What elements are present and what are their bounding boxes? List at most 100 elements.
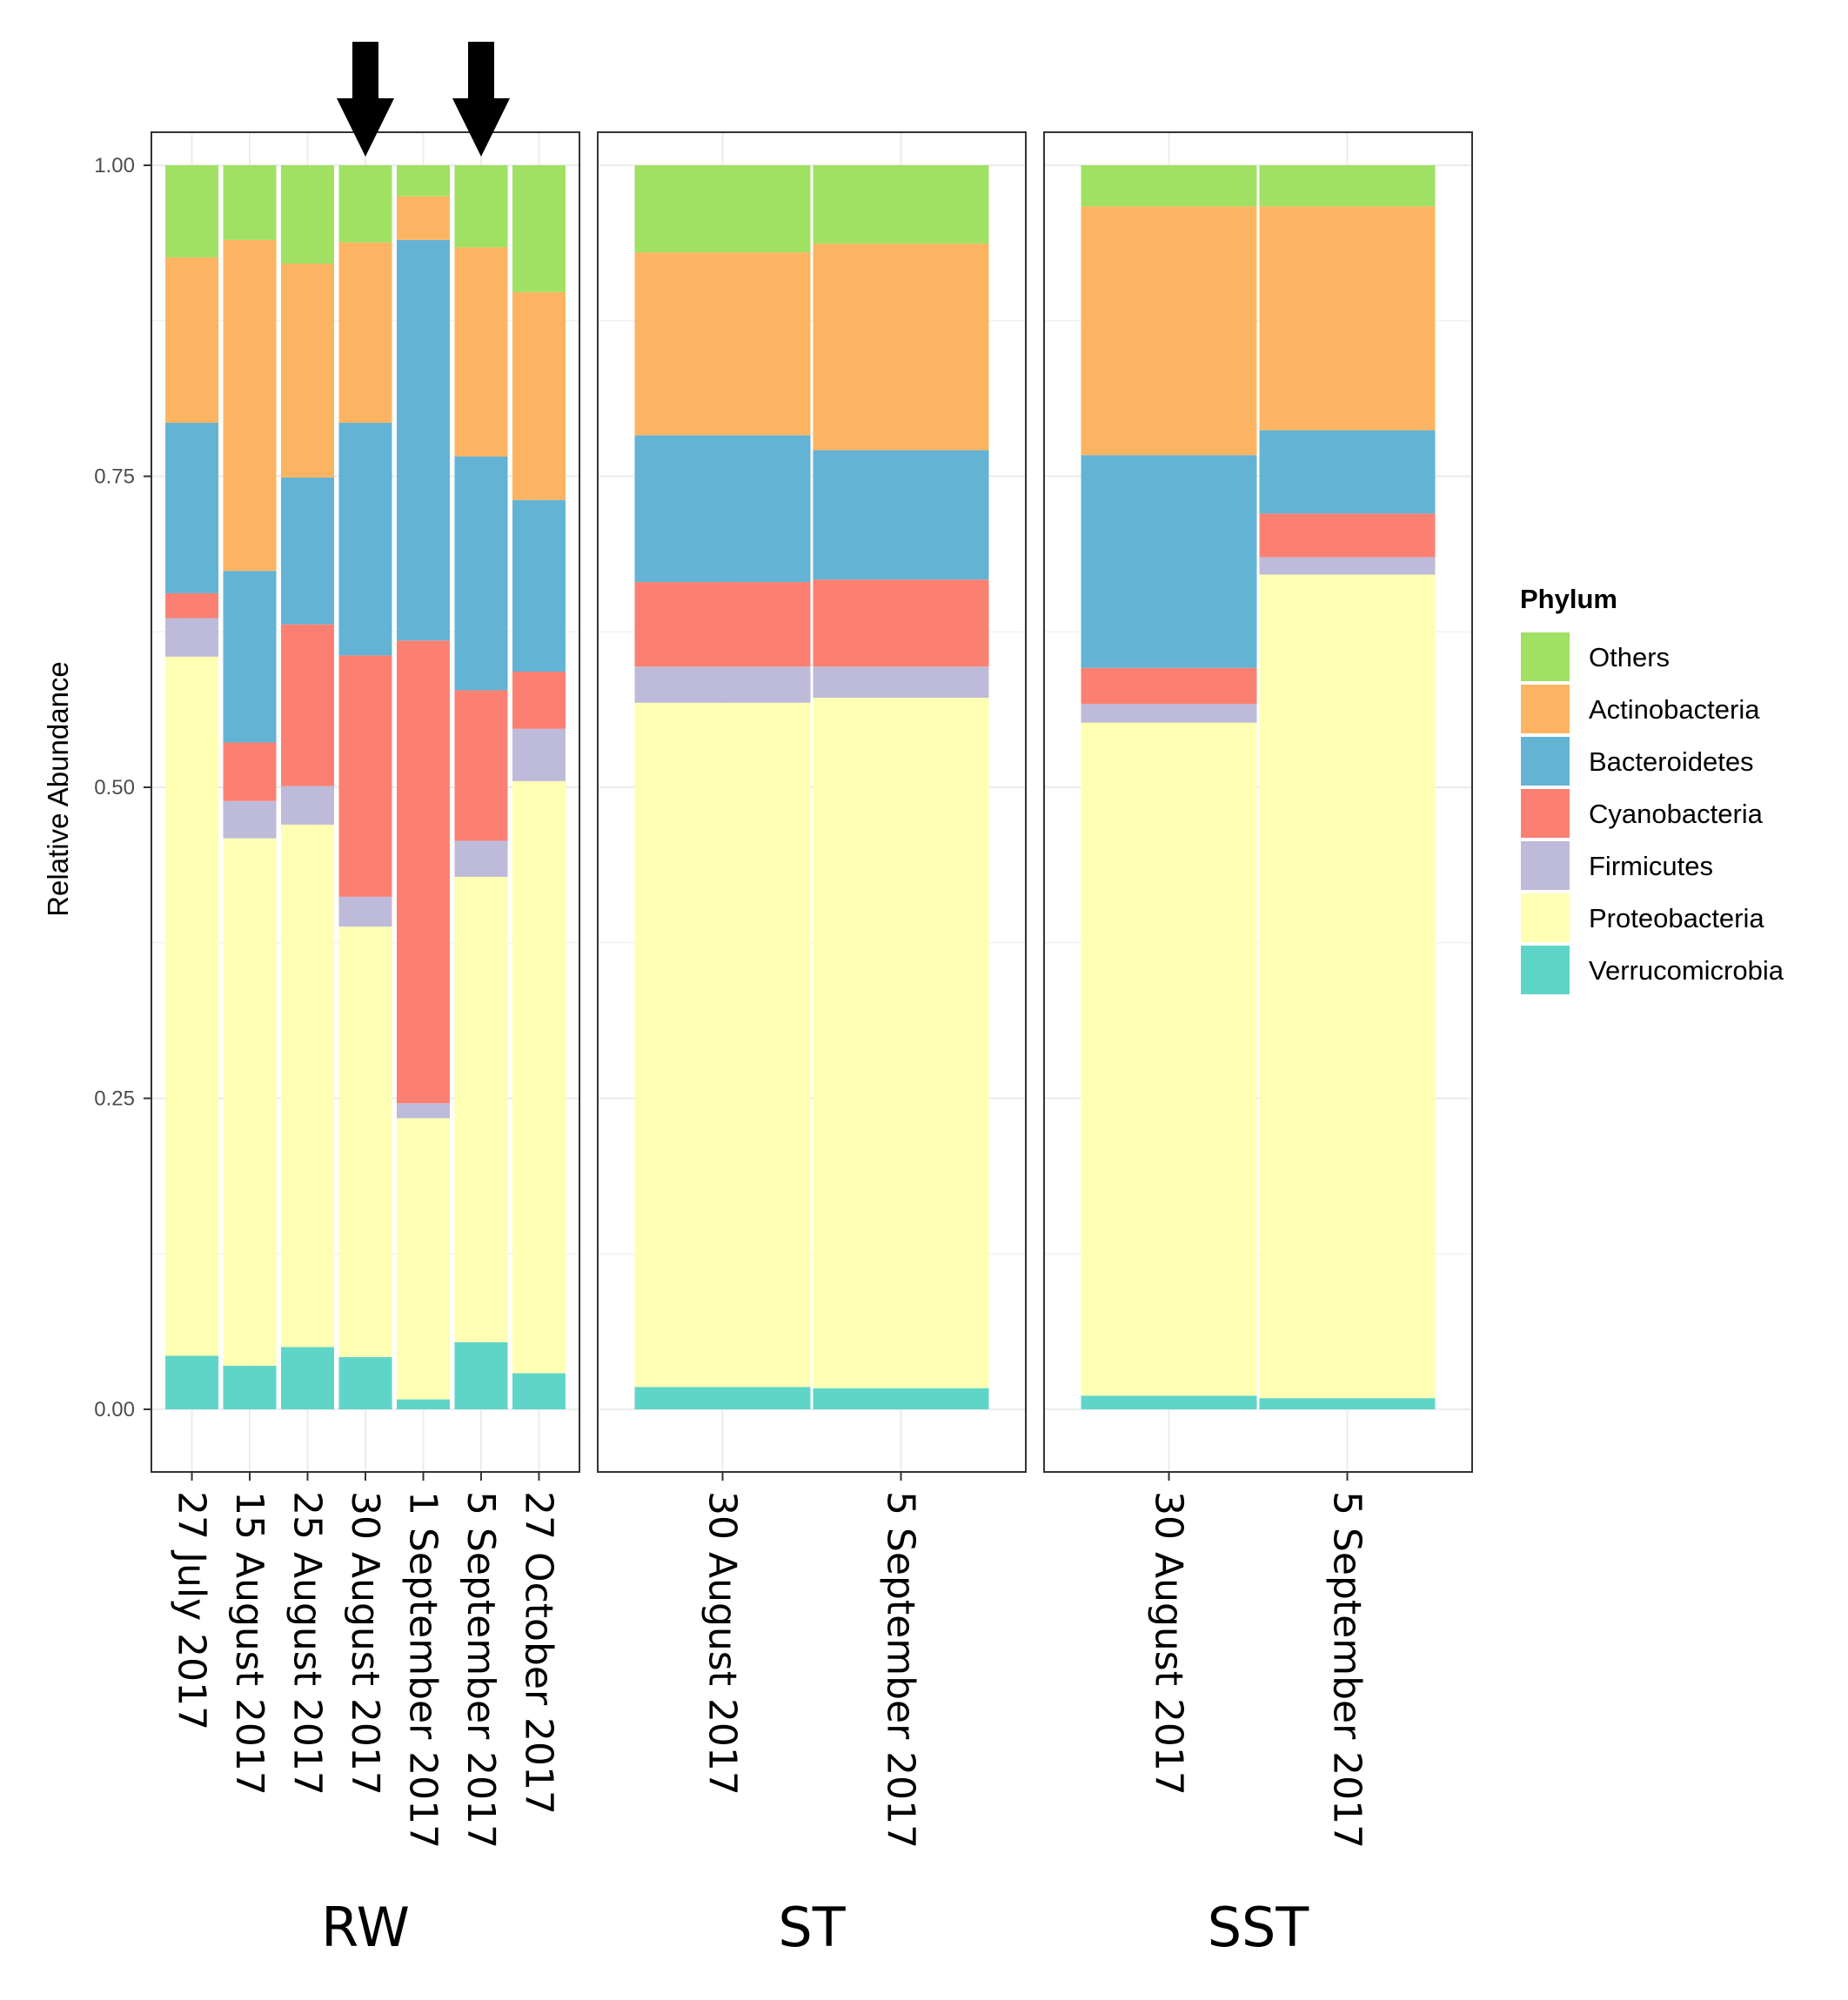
- bar-segment-actinobacteria: [512, 291, 566, 500]
- bar-segment-verrucomicrobia: [813, 1388, 989, 1409]
- y-tick-label: 0.00: [94, 1398, 135, 1421]
- legend-label: Actinobacteria: [1589, 694, 1760, 725]
- bar-stack: [1081, 165, 1257, 1409]
- bar-segment-verrucomicrobia: [396, 1399, 450, 1409]
- x-tick-label: 30 August 2017: [700, 1491, 745, 1796]
- legend-swatch: [1521, 946, 1570, 994]
- legend-label: Others: [1589, 642, 1670, 672]
- bar-segment-verrucomicrobia: [281, 1347, 335, 1409]
- bar-segment-others: [396, 165, 450, 197]
- bar-stack: [813, 165, 989, 1409]
- bar-segment-others: [165, 165, 219, 258]
- bar-segment-cyanobacteria: [512, 672, 566, 729]
- bar-segment-cyanobacteria: [165, 592, 219, 619]
- x-tick-label: 27 July 2017: [170, 1491, 214, 1730]
- y-tick-label: 0.25: [94, 1087, 135, 1111]
- bar-segment-verrucomicrobia: [223, 1365, 277, 1409]
- bar-segment-verrucomicrobia: [634, 1387, 811, 1409]
- bar-segment-proteobacteria: [281, 824, 335, 1348]
- legend-item: Verrucomicrobia: [1521, 946, 1784, 994]
- bar-segment-actinobacteria: [1259, 206, 1436, 431]
- bar-segment-proteobacteria: [813, 698, 989, 1388]
- bar-segment-verrucomicrobia: [512, 1373, 566, 1409]
- x-tick-label: 15 August 2017: [227, 1491, 271, 1796]
- bar-segment-others: [223, 165, 277, 240]
- bar-segment-firmicutes: [634, 666, 811, 703]
- legend-swatch: [1521, 737, 1570, 786]
- bar-segment-actinobacteria: [813, 244, 989, 451]
- legend-label: Firmicutes: [1589, 851, 1713, 881]
- bar-segment-verrucomicrobia: [338, 1356, 392, 1409]
- bar-segment-bacteroidetes: [165, 423, 219, 593]
- bar-segment-others: [281, 165, 335, 264]
- bar-stack: [165, 165, 219, 1409]
- bar-segment-firmicutes: [338, 896, 392, 927]
- x-tick-label: 30 August 2017: [343, 1491, 387, 1796]
- panel-st: 30 August 2017 5 September 2017 ST: [597, 131, 1027, 1959]
- bar-segment-bacteroidetes: [634, 435, 811, 583]
- bar-segment-bacteroidetes: [1259, 430, 1436, 514]
- bar-segment-cyanobacteria: [454, 690, 508, 841]
- legend-label: Verrucomicrobia: [1589, 955, 1784, 986]
- bar-segment-firmicutes: [396, 1103, 450, 1119]
- bar-segment-verrucomicrobia: [165, 1355, 219, 1409]
- bar-segment-actinobacteria: [1081, 206, 1257, 456]
- bar-segment-proteobacteria: [338, 926, 392, 1357]
- bar-segment-firmicutes: [165, 618, 219, 657]
- arrow-down-icon: [337, 42, 394, 157]
- bar-segment-others: [338, 165, 392, 243]
- bar-segment-firmicutes: [512, 728, 566, 781]
- panel-label: ST: [778, 1896, 846, 1959]
- legend-label: Proteobacteria: [1589, 903, 1764, 933]
- bar-segment-proteobacteria: [396, 1118, 450, 1400]
- bar-stack: [338, 165, 392, 1409]
- legend-swatch: [1521, 789, 1570, 838]
- bar-segment-bacteroidetes: [223, 571, 277, 743]
- bar-segment-bacteroidetes: [281, 477, 335, 625]
- bar-segment-proteobacteria: [512, 780, 566, 1374]
- bar-segment-actinobacteria: [634, 252, 811, 436]
- bar-segment-others: [512, 165, 566, 292]
- bar-segment-cyanobacteria: [1081, 667, 1257, 705]
- legend-swatch: [1521, 632, 1570, 681]
- chart-panels: 27 July 2017 15 August 2017 25 August 2017…: [151, 42, 1473, 1959]
- x-tick-label: 5 September 2017: [459, 1491, 503, 1849]
- legend-item: Bacteroidetes: [1521, 737, 1754, 786]
- bar-segment-others: [1259, 165, 1436, 207]
- bar-segment-verrucomicrobia: [1259, 1398, 1436, 1409]
- legend-item: Firmicutes: [1521, 841, 1713, 890]
- panel-sst: 30 August 2017 5 September 2017 SST: [1043, 131, 1473, 1959]
- bar-segment-cyanobacteria: [223, 742, 277, 801]
- panel-border: [1043, 131, 1473, 1473]
- bar-segment-proteobacteria: [1081, 722, 1257, 1396]
- bar-segment-bacteroidetes: [813, 450, 989, 580]
- legend-label: Bacteroidetes: [1589, 746, 1754, 777]
- x-tick-label: 27 October 2017: [516, 1491, 560, 1815]
- legend: Phylum Others Actinobacteria Bacteroidetes…: [1520, 584, 1784, 994]
- bar-segment-verrucomicrobia: [1081, 1395, 1257, 1409]
- bar-segment-bacteroidetes: [454, 456, 508, 691]
- bar-stack: [454, 165, 508, 1409]
- bar-segment-others: [1081, 165, 1257, 207]
- bar-segment-actinobacteria: [338, 242, 392, 424]
- bar-segment-bacteroidetes: [1081, 455, 1257, 668]
- y-tick-label: 0.75: [94, 465, 135, 489]
- bar-stack: [281, 165, 335, 1409]
- bar-segment-cyanobacteria: [1259, 513, 1436, 558]
- bar-stack: [1259, 165, 1436, 1409]
- bar-segment-firmicutes: [1259, 557, 1436, 575]
- panel-border: [597, 131, 1027, 1473]
- bar-segment-bacteroidetes: [396, 239, 450, 641]
- panel-rw: 27 July 2017 15 August 2017 25 August 2017…: [151, 42, 580, 1959]
- x-tick-label: 25 August 2017: [285, 1491, 330, 1796]
- bar-stack: [512, 165, 566, 1409]
- arrow-down-icon: [452, 42, 510, 157]
- bar-stack: [396, 165, 450, 1409]
- legend-item: Cyanobacteria: [1521, 789, 1764, 838]
- bar-segment-proteobacteria: [454, 876, 508, 1342]
- bar-segment-actinobacteria: [281, 263, 335, 478]
- bar-segment-others: [813, 165, 989, 244]
- bar-segment-cyanobacteria: [281, 624, 335, 786]
- bar-segment-proteobacteria: [165, 656, 219, 1356]
- bar-stack: [634, 165, 811, 1409]
